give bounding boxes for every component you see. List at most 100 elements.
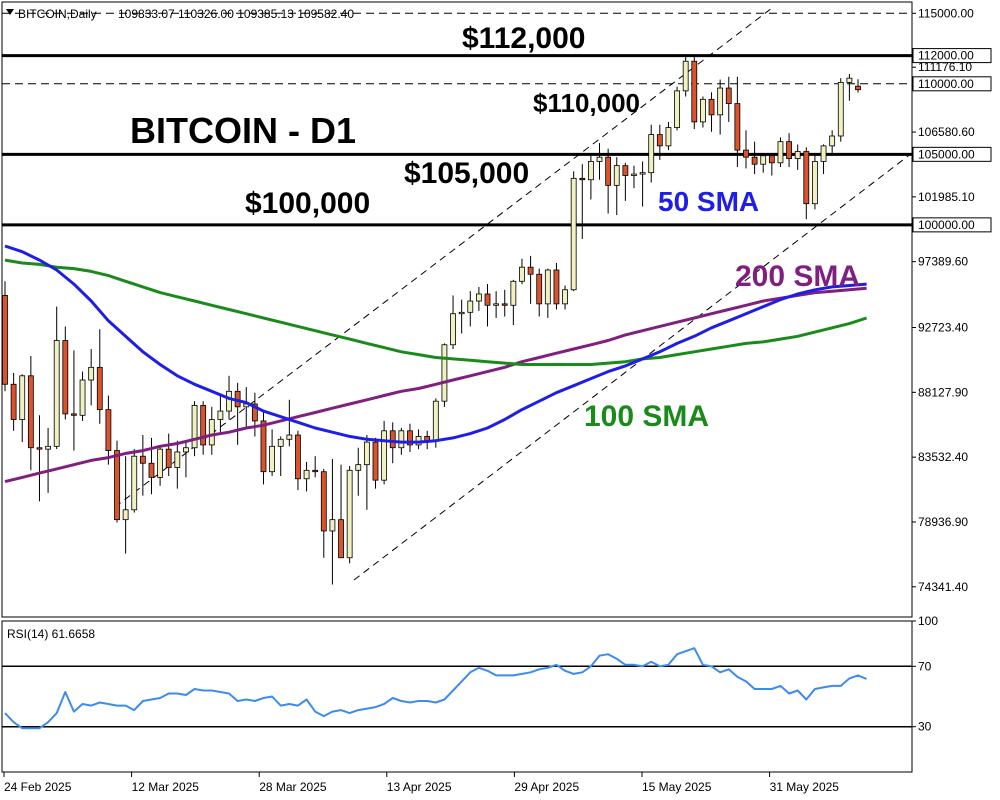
candle-up bbox=[277, 438, 284, 447]
channel-lower-line bbox=[353, 152, 913, 581]
candle-up bbox=[596, 156, 603, 162]
candle-down bbox=[71, 413, 77, 416]
candle-down bbox=[165, 448, 172, 468]
candle-down bbox=[105, 409, 112, 451]
candle-down bbox=[484, 293, 491, 306]
header-dropdown-icon[interactable] bbox=[6, 9, 14, 15]
price-tick-label: 88127.90 bbox=[918, 385, 968, 399]
sma50-line bbox=[4, 244, 867, 444]
price-level-box bbox=[912, 48, 992, 64]
date-tick-label: 13 Apr 2025 bbox=[387, 780, 452, 794]
price-panel-frame bbox=[1, 1, 913, 618]
candles bbox=[2, 55, 861, 585]
annotation-title: BITCOIN - D1 bbox=[130, 110, 356, 151]
candle-down bbox=[605, 156, 612, 186]
candle-up bbox=[587, 160, 594, 181]
price-tick-label: 83532.40 bbox=[918, 450, 968, 464]
candle-down bbox=[251, 403, 258, 422]
price-level-box bbox=[912, 146, 992, 162]
candle-up bbox=[544, 269, 551, 305]
candle-up bbox=[269, 445, 276, 473]
candle-up bbox=[467, 300, 474, 313]
candle-up bbox=[510, 280, 517, 306]
candle-down bbox=[2, 294, 8, 385]
candle-up bbox=[846, 77, 853, 83]
candle-up bbox=[441, 344, 448, 402]
candle-down bbox=[62, 340, 69, 415]
date-tick-label: 28 Mar 2025 bbox=[259, 780, 327, 794]
candle-down bbox=[36, 447, 43, 450]
candle-down bbox=[786, 141, 792, 159]
price-tick-label: 97389.60 bbox=[918, 255, 968, 269]
candle-up bbox=[674, 90, 680, 128]
candle-up bbox=[191, 405, 198, 449]
candle-down bbox=[148, 462, 155, 478]
price-level-box bbox=[912, 76, 992, 92]
moving-averages bbox=[4, 244, 868, 484]
candle-up bbox=[794, 151, 801, 159]
candle-up bbox=[432, 400, 439, 442]
candle-up bbox=[286, 434, 293, 440]
candle-up bbox=[363, 441, 370, 466]
candle-up bbox=[717, 87, 724, 116]
candle-up bbox=[53, 340, 60, 447]
candle-up bbox=[88, 366, 95, 381]
candle-up bbox=[79, 379, 86, 416]
candle-down bbox=[768, 155, 775, 164]
price-tick-label: 106580.60 bbox=[918, 125, 975, 139]
candle-down bbox=[372, 441, 379, 481]
candle-down bbox=[312, 469, 319, 473]
annotation-100000: $100,000 bbox=[245, 187, 370, 220]
candle-up bbox=[631, 173, 637, 176]
candle-up bbox=[226, 390, 232, 412]
candle-down bbox=[260, 420, 267, 473]
price-level-box-label: 100000.00 bbox=[918, 218, 975, 232]
candle-down bbox=[96, 366, 103, 411]
candle-down bbox=[114, 450, 120, 521]
candle-up bbox=[208, 419, 215, 446]
date-tick-label: 24 Feb 2025 bbox=[4, 780, 72, 794]
candle-up bbox=[829, 135, 836, 147]
price-tick-label: 74341.40 bbox=[918, 580, 968, 594]
candle-down bbox=[200, 405, 207, 446]
candle-down bbox=[27, 375, 34, 449]
rsi-tick-label: 100 bbox=[918, 614, 938, 628]
date-axis: 24 Feb 2025 12 Mar 2025 28 Mar 2025 13 Apr … bbox=[3, 772, 839, 794]
candle-up bbox=[519, 266, 525, 282]
candle-up bbox=[131, 455, 138, 511]
candle-down bbox=[734, 103, 741, 151]
candle-up bbox=[174, 451, 181, 468]
candle-up bbox=[682, 60, 689, 92]
rsi-panel: 100 70 30 bbox=[2, 614, 938, 734]
price-tick-label: 78936.90 bbox=[918, 515, 968, 529]
header-ohlc: 109833.07 110326.00 109385.13 109582.40 bbox=[118, 7, 354, 21]
rsi-line bbox=[4, 647, 867, 730]
candle-up bbox=[157, 448, 163, 478]
candle-down bbox=[751, 156, 758, 165]
candle-up bbox=[458, 311, 465, 315]
price-level-box bbox=[912, 217, 992, 233]
candle-down bbox=[295, 434, 301, 480]
candle-down bbox=[407, 430, 413, 446]
candle-down bbox=[553, 269, 560, 305]
candle-up bbox=[613, 165, 620, 186]
rsi-tick-label: 30 bbox=[918, 720, 932, 734]
candle-up bbox=[665, 127, 672, 147]
trend-channel bbox=[114, 7, 913, 581]
candle-up bbox=[303, 469, 310, 480]
rsi-tick-label: 70 bbox=[918, 659, 932, 673]
candle-up bbox=[760, 155, 767, 165]
candle-up bbox=[639, 172, 646, 175]
candle-up bbox=[398, 430, 405, 449]
channel-upper-line bbox=[114, 7, 773, 508]
candle-down bbox=[501, 303, 508, 306]
date-tick-label: 15 May 2025 bbox=[642, 780, 712, 794]
annotation-sma200: 200 SMA bbox=[735, 260, 860, 293]
candle-up bbox=[493, 303, 500, 306]
candle-up bbox=[381, 430, 388, 481]
price-levels bbox=[2, 12, 912, 227]
price-tick-label: 101985.10 bbox=[918, 190, 975, 204]
price-level-box-label: 112000.00 bbox=[918, 49, 974, 63]
candle-down bbox=[708, 98, 715, 116]
